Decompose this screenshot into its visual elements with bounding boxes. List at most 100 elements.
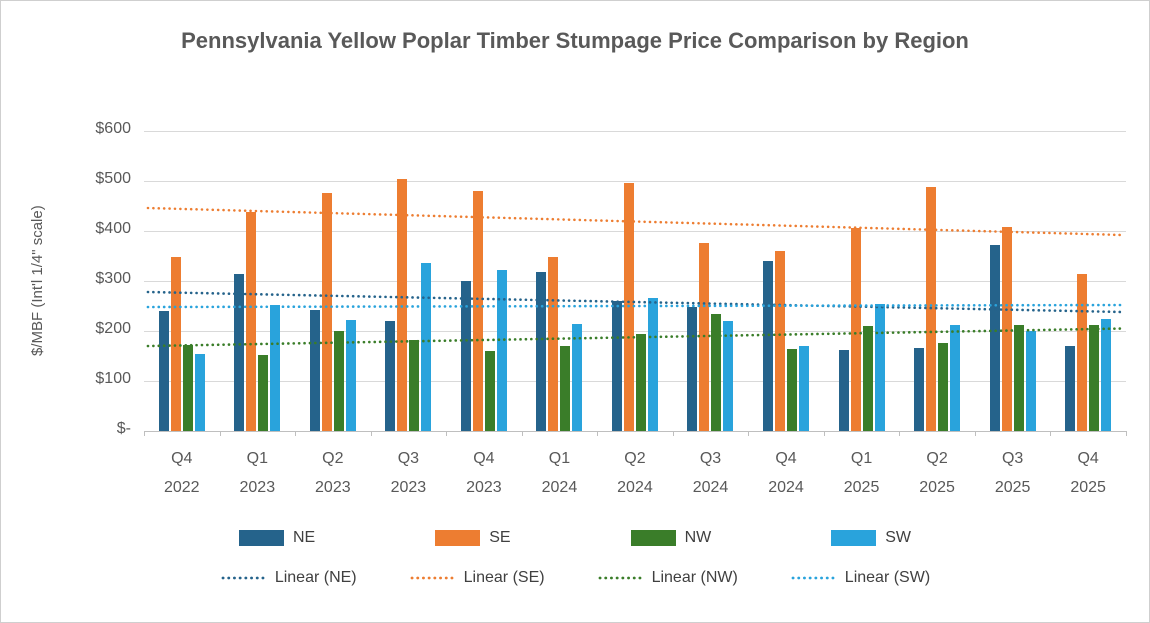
legend-trendlines: Linear (NE) Linear (SE) Linear (NW) Linear … [1,569,1149,587]
x-label-year: 2025 [1070,479,1106,496]
x-label-year: 2023 [239,479,276,496]
gridline [144,281,1126,282]
bar-ne [1065,346,1076,431]
x-label-quarter: Q3 [397,450,420,467]
y-tick-label: $400 [95,220,131,237]
x-label-q2-2024: Q2 2024 [597,444,673,502]
legend-label: Linear (SW) [844,569,931,586]
bar-sw [345,320,356,431]
x-label-q4-2022: Q4 2022 [144,444,220,502]
x-label-q3-2025: Q3 2025 [975,444,1051,502]
bar-se [623,182,634,431]
bar-nw [862,325,873,431]
bar-se [775,251,786,431]
x-label-q4-2025: Q4 2025 [1050,444,1126,502]
bar-sw [950,324,961,431]
x-label-quarter: Q3 [699,450,722,467]
bar-ne [611,301,622,431]
bar-group-q4-2025 [1050,131,1126,431]
legend-item-linear-nw: Linear (NW) [597,569,738,587]
bar-sw [270,304,281,431]
bar-ne [309,309,320,431]
legend-label: SE [489,529,511,546]
bar-sw [723,321,734,431]
x-axis-tick-mark [370,431,372,436]
x-axis-tick-mark [672,431,674,436]
y-tick-label: $300 [95,270,131,287]
bar-nw [1089,325,1100,431]
legend-dotted-swatch-nw [598,576,641,580]
x-label-quarter: Q1 [246,450,268,467]
x-label-quarter: Q4 [473,450,495,467]
bar-ne [989,244,1000,431]
bar-ne [158,311,169,431]
x-axis-tick-mark [295,431,297,436]
bar-group-q4-2024 [748,131,824,431]
x-label-q1-2024: Q1 2024 [522,444,598,502]
x-label-year: 2024 [541,479,578,496]
bar-sw [1025,331,1036,431]
x-label-q1-2025: Q1 2025 [824,444,900,502]
x-axis-tick-mark [899,431,901,436]
y-tick-label: $100 [95,370,131,387]
y-tick-label: $600 [95,120,131,137]
x-axis-tick-mark [974,431,976,436]
bar-group-q3-2025 [975,131,1051,431]
x-label-q4-2024: Q4 2024 [748,444,824,502]
legend-label: Linear (SE) [463,569,545,586]
bar-nw [409,340,420,431]
legend-swatch-se [435,530,481,546]
y-tick-label: $200 [95,320,131,337]
bar-ne [234,273,245,431]
bar-ne [536,272,547,431]
bar-nw [635,333,646,431]
legend-dotted-swatch-se [410,576,454,580]
gridline [144,131,1126,132]
bar-se [321,192,332,431]
bar-se [170,257,181,431]
legend-label: SW [885,529,911,546]
legend-item-linear-ne: Linear (NE) [220,569,357,587]
bar-se [472,191,483,431]
plot-area [144,131,1127,436]
bar-sw [496,270,507,431]
bar-group-q4-2023 [446,131,522,431]
legend-item-se: SE [435,529,511,547]
x-label-quarter: Q4 [775,450,797,467]
bar-ne [763,261,774,431]
y-axis-tick-labels: $600 $500 $400 $300 $200 $100 $- [51,120,131,437]
x-label-year: 2023 [315,479,351,496]
bar-group-q2-2023 [295,131,371,431]
x-axis-tick-mark [823,431,825,436]
x-label-year: 2023 [466,479,502,496]
legend-label: NE [292,529,316,546]
x-label-quarter: Q1 [850,450,873,467]
x-axis-tick-mark [521,431,523,436]
bar-group-q4-2022 [144,131,220,431]
bar-ne [838,349,849,431]
bar-sw [1101,319,1112,431]
bar-nw [711,314,722,431]
bar-sw [799,346,810,431]
bar-sw [421,262,432,431]
bar-sw [572,323,583,431]
x-axis-tick-mark [597,431,599,436]
x-label-quarter: Q3 [1001,450,1024,467]
x-label-year: 2025 [843,479,880,496]
x-label-q1-2023: Q1 2023 [220,444,296,502]
bar-se [397,178,408,431]
bar-groups [144,131,1126,431]
legend-swatch-sw [831,530,877,546]
x-label-year: 2025 [919,479,955,496]
bar-ne [460,281,471,431]
bar-nw [560,345,571,431]
bar-group-q3-2024 [673,131,749,431]
legend-item-linear-se: Linear (SE) [409,569,545,587]
bar-se [1077,274,1088,431]
bar-sw [647,298,658,431]
legend-item-ne: NE [238,529,316,547]
x-axis-line [144,431,1126,432]
x-axis-tick-mark [446,431,448,436]
x-axis-tick-mark [748,431,750,436]
